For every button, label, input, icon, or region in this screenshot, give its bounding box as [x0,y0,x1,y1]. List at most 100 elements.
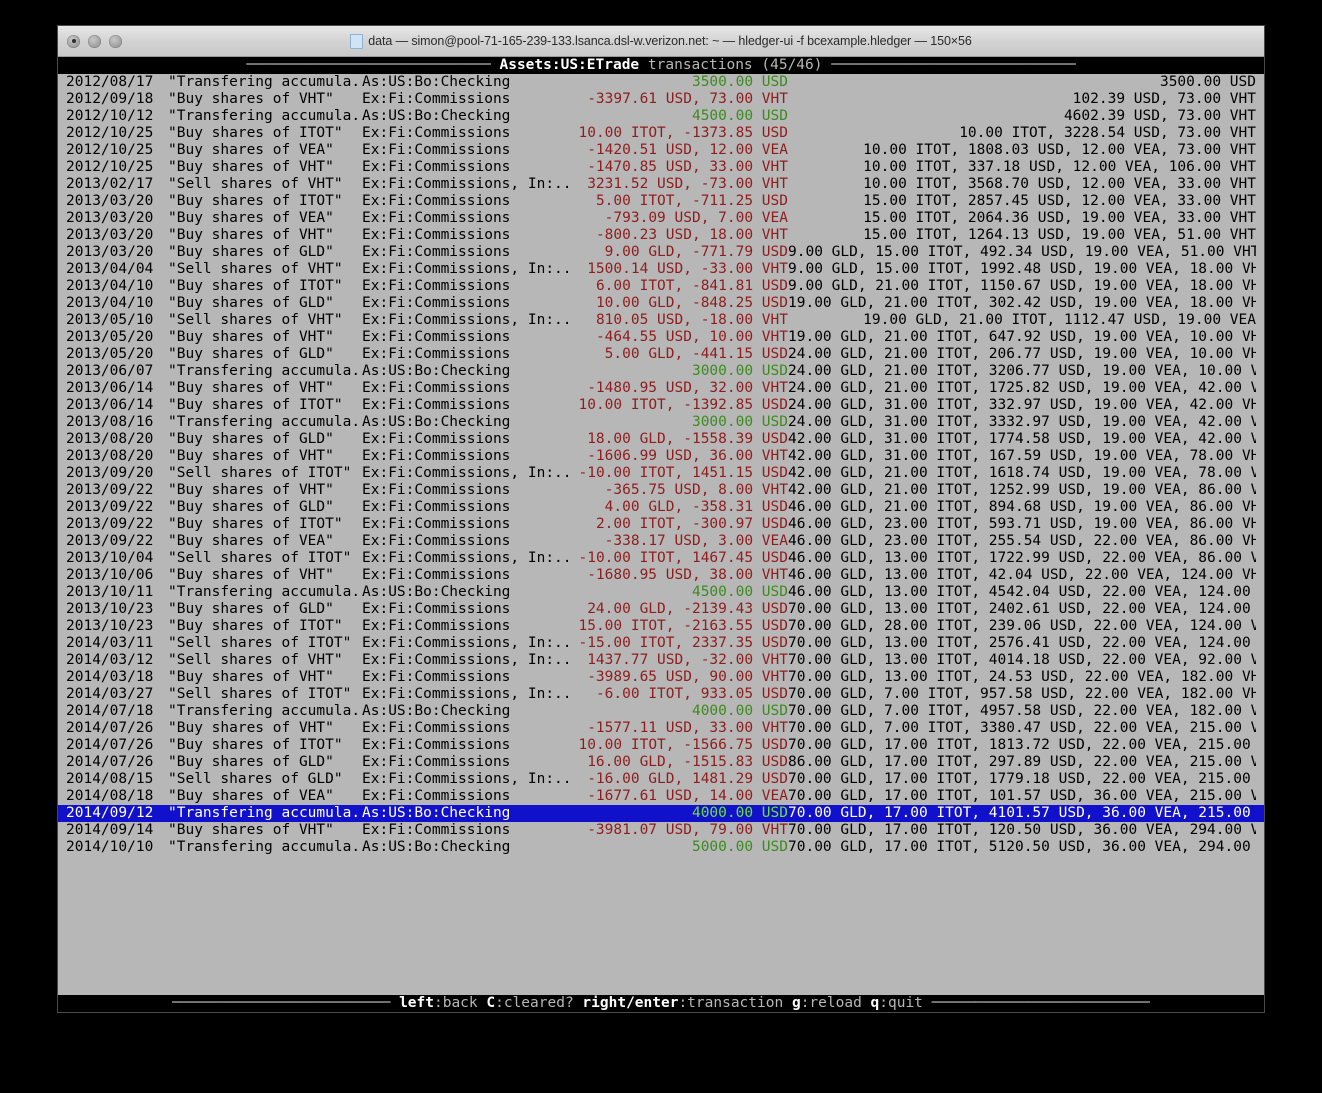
row-date: 2013/08/20 [66,448,154,464]
register-row[interactable]: 2013/06/14 "Buy shares of ITOT" Ex:Fi:Comm… [58,397,1264,414]
row-balance: 42.00 GLD, 21.00 ITOT, 1618.74 USD, 19.0… [788,465,1256,481]
row-balance: 70.00 GLD, 17.00 ITOT, 5120.50 USD, 36.0… [788,839,1256,855]
register-row[interactable]: 2013/05/20 "Buy shares of VHT" Ex:Fi:Commi… [58,329,1264,346]
row-amount: -1680.95 USD, 38.00 VHT [587,567,788,583]
row-balance: 42.00 GLD, 21.00 ITOT, 1252.99 USD, 19.0… [788,482,1256,498]
row-account: Ex:Fi:Commissions [362,295,511,311]
register-row[interactable]: 2012/10/25 "Buy shares of VEA" Ex:Fi:Commi… [58,142,1264,159]
register-row[interactable]: 2013/05/10 "Sell shares of VHT" Ex:Fi:Comm… [58,312,1264,329]
register-row[interactable]: 2013/08/20 "Buy shares of GLD" Ex:Fi:Commi… [58,431,1264,448]
row-description: "Buy shares of VHT" [168,822,334,838]
row-account: Ex:Fi:Commissions [362,210,511,226]
row-account: Ex:Fi:Commissions [362,516,511,532]
register-row[interactable]: 2013/09/22 "Buy shares of ITOT" Ex:Fi:Comm… [58,516,1264,533]
row-amount: -1480.95 USD, 32.00 VHT [587,380,788,396]
register-row[interactable]: 2014/09/12 "Transfering accumula.. As:US:B… [58,805,1264,822]
row-description: "Buy shares of VHT" [168,159,334,175]
row-date: 2013/03/20 [66,193,154,209]
row-description: "Buy shares of VEA" [168,533,334,549]
row-account: Ex:Fi:Commissions [362,669,511,685]
row-description: "Sell shares of ITOT" [168,465,352,481]
close-button[interactable] [67,34,80,48]
row-description: "Buy shares of VHT" [168,720,334,736]
row-amount: -10.00 ITOT, 1467.45 USD [578,550,788,566]
register-row[interactable]: 2014/08/15 "Sell shares of GLD" Ex:Fi:Comm… [58,771,1264,788]
zoom-button[interactable] [109,34,122,48]
footer-rule-right: ───────────────────────── [931,995,1150,1011]
register-row[interactable]: 2014/03/27 "Sell shares of ITOT" Ex:Fi:Com… [58,686,1264,703]
row-account: Ex:Fi:Commissions, In:.. [362,312,572,328]
register-row[interactable]: 2012/08/17 "Transfering accumula.. As:US:B… [58,74,1264,91]
row-amount: -3989.65 USD, 90.00 VHT [587,669,788,685]
row-amount: 4500.00 USD [691,584,788,600]
register-row[interactable]: 2012/10/25 "Buy shares of VHT" Ex:Fi:Commi… [58,159,1264,176]
register-row[interactable]: 2014/03/18 "Buy shares of VHT" Ex:Fi:Commi… [58,669,1264,686]
row-amount: -1470.85 USD, 33.00 VHT [587,159,788,175]
shortcut-key-q[interactable]: q [870,995,880,1011]
row-account: Ex:Fi:Commissions [362,125,511,141]
row-account: Ex:Fi:Commissions, In:.. [362,771,572,787]
register-row[interactable]: 2013/10/06 "Buy shares of VHT" Ex:Fi:Commi… [58,567,1264,584]
row-amount: -365.75 USD, 8.00 VHT [604,482,788,498]
register-row[interactable]: 2013/03/20 "Buy shares of ITOT" Ex:Fi:Comm… [58,193,1264,210]
register-row[interactable]: 2013/02/17 "Sell shares of VHT" Ex:Fi:Comm… [58,176,1264,193]
row-description: "Buy shares of VHT" [168,669,334,685]
register-rows[interactable]: 2012/08/17 "Transfering accumula.. As:US:B… [58,74,1264,856]
register-row[interactable]: 2013/10/23 "Buy shares of GLD" Ex:Fi:Commi… [58,601,1264,618]
register-row[interactable]: 2013/10/11 "Transfering accumula.. As:US:B… [58,584,1264,601]
window-controls[interactable] [67,26,122,56]
register-row[interactable]: 2013/05/20 "Buy shares of GLD" Ex:Fi:Commi… [58,346,1264,363]
shortcut-action: :back [433,995,487,1011]
shortcut-action: :transaction [678,995,792,1011]
shortcut-key-c[interactable]: C [486,995,496,1011]
shortcut-key-left[interactable]: left [399,995,434,1011]
register-row[interactable]: 2013/06/07 "Transfering accumula.. As:US:B… [58,363,1264,380]
row-description: "Buy shares of ITOT" [168,516,343,532]
register-row[interactable]: 2013/09/20 "Sell shares of ITOT" Ex:Fi:Com… [58,465,1264,482]
register-row[interactable]: 2014/10/10 "Transfering accumula.. As:US:B… [58,839,1264,856]
row-balance: 70.00 GLD, 13.00 ITOT, 2576.41 USD, 22.0… [788,635,1256,651]
register-row[interactable]: 2013/03/20 "Buy shares of GLD" Ex:Fi:Commi… [58,244,1264,261]
window-titlebar[interactable]: data — simon@pool-71-165-239-133.lsanca.… [58,26,1264,57]
register-row[interactable]: 2013/09/22 "Buy shares of GLD" Ex:Fi:Commi… [58,499,1264,516]
register-row[interactable]: 2013/04/04 "Sell shares of VHT" Ex:Fi:Comm… [58,261,1264,278]
register-row[interactable]: 2014/03/11 "Sell shares of ITOT" Ex:Fi:Com… [58,635,1264,652]
row-description: "Transfering accumula.. [168,363,364,379]
row-description: "Buy shares of GLD" [168,754,334,770]
register-row[interactable]: 2013/04/10 "Buy shares of GLD" Ex:Fi:Commi… [58,295,1264,312]
register-row[interactable]: 2014/03/12 "Sell shares of VHT" Ex:Fi:Comm… [58,652,1264,669]
shortcut-key-right-enter[interactable]: right/enter [582,995,679,1011]
register-row[interactable]: 2013/08/20 "Buy shares of VHT" Ex:Fi:Commi… [58,448,1264,465]
register-row[interactable]: 2014/07/26 "Buy shares of ITOT" Ex:Fi:Comm… [58,737,1264,754]
terminal-screen[interactable]: ──────────────────────────── Assets:US:E… [58,57,1264,1012]
shortcut-key-g[interactable]: g [791,995,801,1011]
register-row[interactable]: 2014/07/26 "Buy shares of VHT" Ex:Fi:Commi… [58,720,1264,737]
minimize-button[interactable] [88,34,101,48]
register-row[interactable]: 2014/09/14 "Buy shares of VHT" Ex:Fi:Commi… [58,822,1264,839]
register-row[interactable]: 2013/03/20 "Buy shares of VEA" Ex:Fi:Commi… [58,210,1264,227]
register-row[interactable]: 2014/07/18 "Transfering accumula.. As:US:B… [58,703,1264,720]
register-row[interactable]: 2013/10/23 "Buy shares of ITOT" Ex:Fi:Comm… [58,618,1264,635]
terminal-window[interactable]: data — simon@pool-71-165-239-133.lsanca.… [58,26,1264,1012]
register-row[interactable]: 2013/04/10 "Buy shares of ITOT" Ex:Fi:Comm… [58,278,1264,295]
register-row[interactable]: 2013/10/04 "Sell shares of ITOT" Ex:Fi:Com… [58,550,1264,567]
row-description: "Buy shares of ITOT" [168,397,343,413]
register-row[interactable]: 2013/09/22 "Buy shares of VEA" Ex:Fi:Commi… [58,533,1264,550]
register-row[interactable]: 2013/03/20 "Buy shares of VHT" Ex:Fi:Commi… [58,227,1264,244]
register-row[interactable]: 2012/09/18 "Buy shares of VHT" Ex:Fi:Commi… [58,91,1264,108]
row-date: 2013/05/20 [66,329,154,345]
row-description: "Buy shares of VEA" [168,788,334,804]
row-balance: 24.00 GLD, 21.00 ITOT, 1725.82 USD, 19.0… [788,380,1256,396]
register-row[interactable]: 2012/10/12 "Transfering accumula.. As:US:B… [58,108,1264,125]
register-row[interactable]: 2012/10/25 "Buy shares of ITOT" Ex:Fi:Comm… [58,125,1264,142]
row-description: "Buy shares of ITOT" [168,278,343,294]
register-row[interactable]: 2014/08/18 "Buy shares of VEA" Ex:Fi:Commi… [58,788,1264,805]
register-row[interactable]: 2013/06/14 "Buy shares of VHT" Ex:Fi:Commi… [58,380,1264,397]
register-row[interactable]: 2013/09/22 "Buy shares of VHT" Ex:Fi:Commi… [58,482,1264,499]
register-row[interactable]: 2013/08/16 "Transfering accumula.. As:US:B… [58,414,1264,431]
shortcut-action: :cleared? [495,995,583,1011]
row-description: "Transfering accumula.. [168,584,364,600]
row-date: 2013/06/07 [66,363,154,379]
register-row[interactable]: 2014/07/26 "Buy shares of GLD" Ex:Fi:Commi… [58,754,1264,771]
row-date: 2013/10/04 [66,550,154,566]
